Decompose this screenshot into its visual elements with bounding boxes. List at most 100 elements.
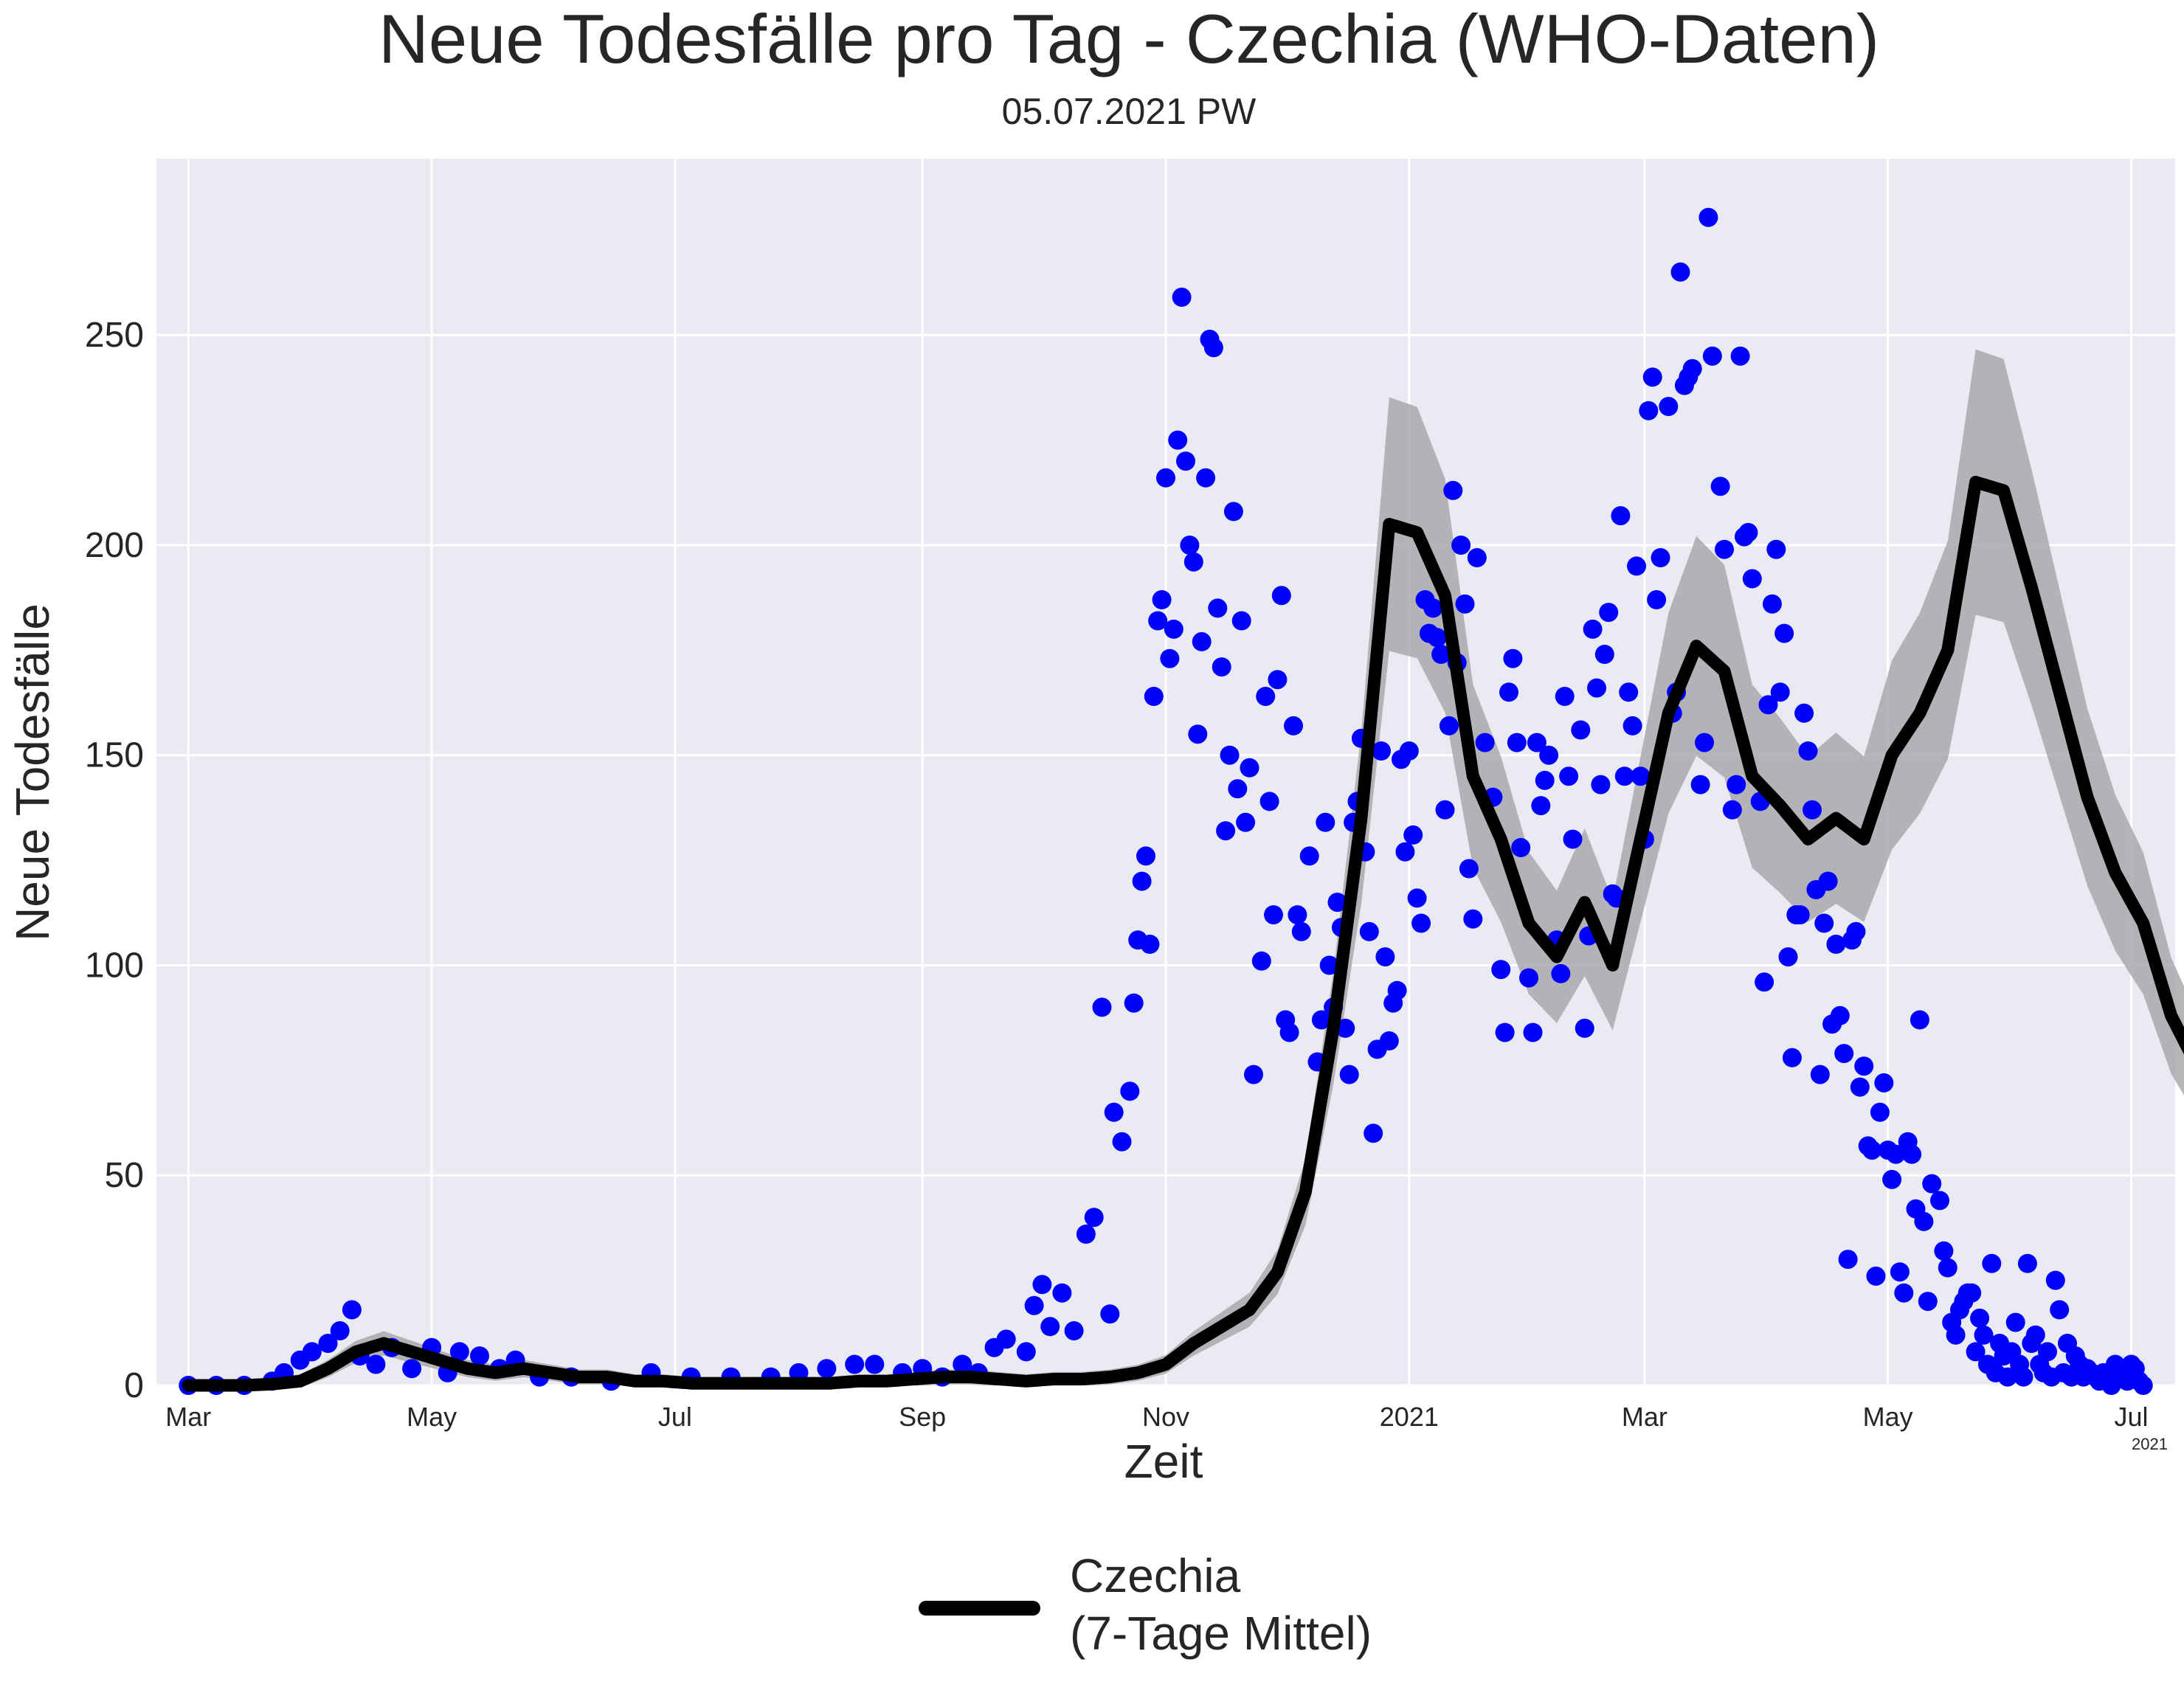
data-point <box>1642 367 1662 387</box>
data-point <box>1715 539 1734 559</box>
data-point <box>1830 1005 1850 1025</box>
data-point <box>302 1342 322 1362</box>
data-point <box>1535 770 1555 790</box>
data-point <box>1092 997 1112 1017</box>
data-point <box>1790 905 1810 925</box>
data-point <box>1571 720 1591 740</box>
legend: Czechia (7-Tage Mittel) <box>919 1549 1372 1660</box>
data-point <box>1503 648 1523 668</box>
data-point <box>1826 935 1846 954</box>
data-point <box>1395 842 1415 862</box>
data-point <box>1463 909 1483 929</box>
data-point <box>1523 1022 1543 1042</box>
data-point <box>2017 1253 2037 1273</box>
data-point <box>1850 1077 1870 1097</box>
data-point <box>470 1346 489 1366</box>
data-point <box>1982 1253 2002 1273</box>
data-point <box>1084 1208 1104 1228</box>
data-point <box>1798 741 1818 761</box>
data-point <box>1914 1211 1934 1231</box>
data-point <box>1112 1132 1132 1152</box>
data-point <box>1651 548 1670 567</box>
data-point <box>1594 645 1614 664</box>
data-point <box>1172 287 1192 307</box>
data-point <box>1922 1174 1942 1194</box>
data-point <box>1934 1241 1954 1261</box>
data-point <box>1682 359 1702 378</box>
confidence-band <box>188 349 2184 1385</box>
data-point <box>1132 871 1152 891</box>
data-point <box>1316 812 1335 832</box>
data-point <box>1208 598 1228 618</box>
data-point <box>2045 1270 2065 1290</box>
data-point <box>1236 812 1256 832</box>
y-tick-label: 150 <box>85 736 144 775</box>
data-point <box>1251 951 1271 971</box>
data-point <box>1539 745 1559 765</box>
x-tick-label: Nov <box>1142 1402 1189 1432</box>
data-point <box>1782 1048 1802 1067</box>
x-axis-label: Zeit <box>1124 1435 1203 1488</box>
data-point <box>1223 502 1243 522</box>
data-point <box>1619 682 1639 702</box>
data-point <box>1838 1250 1858 1270</box>
data-point <box>1140 935 1160 954</box>
data-point <box>1124 993 1144 1013</box>
x-tick-label: Jul <box>658 1402 692 1432</box>
mean-line <box>182 476 2184 1392</box>
x-offset-label: 2021 <box>2132 1435 2168 1453</box>
data-point <box>1591 775 1611 794</box>
data-point <box>1966 1342 1986 1362</box>
data-point <box>1271 586 1291 606</box>
data-point <box>1551 963 1571 983</box>
data-point <box>2050 1300 2070 1320</box>
data-point <box>1228 779 1248 799</box>
data-point <box>1372 741 1391 761</box>
data-point <box>1583 619 1603 639</box>
data-point <box>1519 968 1538 988</box>
data-point <box>1192 631 1212 651</box>
data-point <box>1423 598 1443 618</box>
data-point <box>1399 741 1419 761</box>
y-tick-labels: 0 50 100 150 200 250 <box>85 316 144 1405</box>
data-point <box>1882 1169 1902 1189</box>
data-point <box>1559 766 1579 786</box>
data-point <box>1288 905 1307 925</box>
data-point <box>1196 468 1216 488</box>
data-point <box>1327 893 1347 913</box>
data-point <box>1311 1010 1331 1030</box>
data-point <box>1495 1022 1515 1042</box>
data-point <box>1575 1018 1594 1038</box>
data-point <box>1710 477 1730 496</box>
data-point <box>865 1354 885 1374</box>
mean-line-path <box>182 476 2184 1392</box>
data-point <box>1511 838 1531 857</box>
x-tick-label: Jul <box>2115 1402 2149 1432</box>
data-point <box>1359 921 1379 941</box>
data-point <box>1335 1018 1355 1038</box>
data-point <box>953 1354 972 1374</box>
data-point <box>1774 623 1794 643</box>
data-point <box>1874 1073 1894 1093</box>
data-point <box>1375 947 1395 967</box>
data-point <box>1475 733 1495 752</box>
data-point <box>1730 346 1750 366</box>
x-tick-label: May <box>1863 1402 1913 1432</box>
data-point <box>1614 766 1634 786</box>
chart-subtitle: 05.07.2021 PW <box>1002 91 1257 132</box>
data-point <box>817 1359 837 1379</box>
x-tick-label: Sep <box>899 1402 946 1432</box>
data-point <box>1555 687 1575 706</box>
data-point <box>366 1354 386 1374</box>
data-point <box>1052 1283 1072 1303</box>
data-point <box>1778 947 1798 967</box>
data-point <box>2014 1367 2033 1387</box>
data-point <box>1690 775 1710 794</box>
data-point <box>1164 619 1183 639</box>
data-point <box>1076 1225 1096 1244</box>
data-point <box>1499 682 1518 702</box>
data-point <box>1738 522 1758 542</box>
data-point <box>1695 733 1714 752</box>
data-point <box>1024 1295 1044 1315</box>
data-point <box>1818 871 1838 891</box>
